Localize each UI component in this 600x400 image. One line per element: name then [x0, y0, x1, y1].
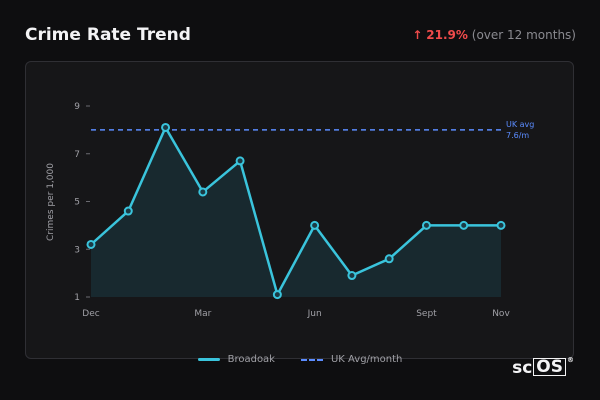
legend-swatch-solid — [197, 358, 220, 361]
legend-label-uk-avg: UK Avg/month — [330, 354, 403, 365]
arrow-up-icon: ↑ — [412, 28, 423, 42]
chart-panel — [25, 61, 574, 359]
brand-logo: sc OS ® — [512, 356, 574, 378]
uk-avg-value-label: 7.6/m — [506, 131, 529, 140]
data-point[interactable] — [235, 156, 245, 166]
brand-prefix: sc — [512, 358, 533, 378]
data-point[interactable] — [198, 187, 208, 197]
x-tick-label: Jun — [307, 309, 322, 319]
data-point[interactable] — [272, 290, 282, 300]
change-percent: 21.9% — [426, 28, 468, 42]
chart-legend: Broadoak UK Avg/month — [0, 354, 600, 365]
trend-change: ↑ 21.9% (over 12 months) — [412, 28, 576, 42]
data-point[interactable] — [384, 254, 394, 264]
legend-item-uk-avg[interactable]: UK Avg/month — [300, 354, 403, 365]
data-point[interactable] — [459, 220, 469, 230]
legend-label-broadoak: Broadoak — [227, 354, 275, 365]
data-point[interactable] — [496, 220, 506, 230]
brand-boxed: OS — [533, 358, 566, 376]
data-point[interactable] — [161, 122, 171, 132]
y-tick-label: 9 — [74, 102, 80, 112]
y-tick-label: 5 — [74, 198, 80, 208]
series-line-broadoak — [90, 126, 501, 296]
x-tick-label: Sept — [416, 309, 437, 319]
x-tick-label: Nov — [492, 309, 510, 319]
data-point[interactable] — [123, 206, 133, 216]
x-tick-label: Dec — [82, 309, 99, 319]
legend-item-broadoak[interactable]: Broadoak — [197, 354, 275, 365]
legend-swatch-dashed — [300, 358, 323, 361]
registered-mark: ® — [567, 356, 574, 364]
page-title: Crime Rate Trend — [25, 25, 191, 45]
data-point[interactable] — [421, 220, 431, 230]
data-point[interactable] — [310, 220, 320, 230]
series-area — [91, 127, 501, 297]
change-period: (over 12 months) — [471, 28, 576, 42]
y-tick-label: 7 — [74, 150, 80, 160]
y-tick-label: 1 — [74, 293, 80, 303]
y-tick-label: 3 — [74, 245, 80, 255]
data-point[interactable] — [347, 271, 357, 281]
uk-avg-label: UK avg — [506, 120, 534, 129]
y-axis-label: Crimes per 1,000 — [46, 163, 56, 241]
x-tick-label: Mar — [194, 309, 211, 319]
data-point[interactable] — [86, 239, 96, 249]
